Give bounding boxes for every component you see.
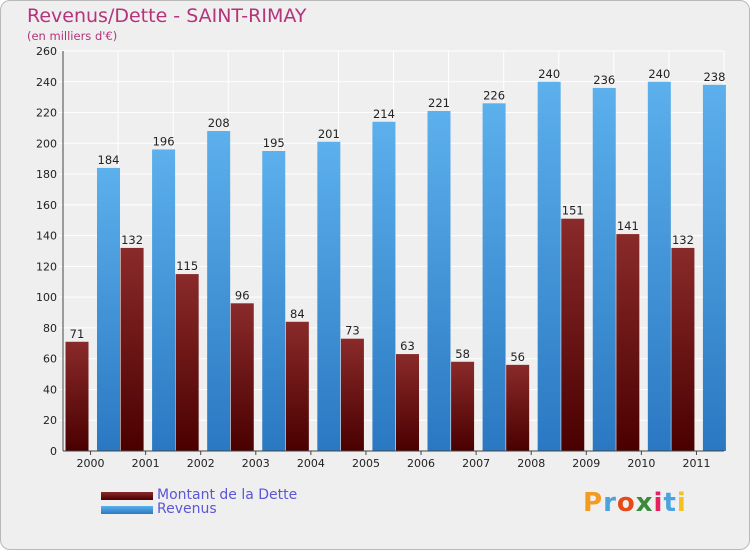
y-tick-label: 180 [36, 168, 57, 181]
data-label-debt: 84 [290, 307, 305, 321]
data-label-revenue: 201 [318, 127, 340, 141]
bar-debt [230, 303, 254, 451]
bar-debt [175, 274, 199, 451]
bar-debt [340, 338, 364, 451]
y-tick-label: 60 [43, 353, 57, 366]
data-label-revenue: 195 [263, 136, 285, 150]
bar-debt [671, 247, 695, 451]
logo-letter: t [663, 488, 677, 518]
data-label-debt: 151 [562, 204, 584, 218]
bar-revenue [97, 167, 120, 451]
data-label-debt: 73 [345, 324, 360, 338]
bar-debt [120, 247, 144, 451]
y-tick-label: 260 [36, 45, 57, 58]
y-tick-label: 140 [36, 230, 57, 243]
data-label-revenue: 184 [98, 153, 120, 167]
x-tick-label: 2002 [187, 457, 215, 470]
bar-revenue [152, 149, 176, 451]
bar-revenue [592, 87, 616, 451]
x-tick-label: 2011 [682, 457, 710, 470]
logo-letter: i [676, 488, 687, 518]
data-label-revenue: 240 [538, 67, 560, 81]
x-tick-label: 2005 [352, 457, 380, 470]
data-label-debt: 141 [617, 219, 639, 233]
logo-letter: x [635, 488, 654, 518]
bar-revenue [702, 84, 726, 451]
y-tick-label: 20 [43, 414, 57, 427]
bar-debt [396, 354, 419, 451]
x-tick-label: 2010 [627, 457, 655, 470]
x-tick-label: 2001 [132, 457, 160, 470]
data-label-debt: 71 [70, 327, 85, 341]
data-label-revenue: 196 [153, 134, 175, 148]
chart-title: Revenus/Dette - SAINT-RIMAY [27, 5, 307, 27]
bar-debt [285, 321, 309, 451]
data-label-debt: 132 [121, 233, 143, 247]
y-tick-label: 80 [43, 322, 57, 335]
legend-label-revenue: Revenus [157, 501, 217, 517]
y-tick-label: 240 [36, 76, 57, 89]
x-tick-label: 2006 [407, 457, 435, 470]
y-tick-label: 100 [36, 291, 57, 304]
data-label-debt: 58 [455, 347, 470, 361]
proxiti-logo: Proxiti [583, 488, 687, 518]
bar-debt [616, 234, 640, 451]
logo-letter: P [583, 488, 604, 518]
logo-letter: r [603, 488, 617, 518]
bar-debt [506, 364, 530, 451]
data-label-revenue: 238 [703, 70, 725, 84]
x-tick-label: 2004 [297, 457, 325, 470]
x-tick-label: 2008 [517, 457, 545, 470]
data-label-revenue: 208 [208, 116, 230, 130]
data-label-revenue: 236 [593, 73, 615, 87]
x-tick-label: 2003 [242, 457, 270, 470]
logo-letter: i [653, 488, 664, 518]
bar-revenue [372, 121, 396, 452]
bar-revenue [537, 81, 561, 452]
y-tick-label: 200 [36, 137, 57, 150]
y-tick-label: 40 [43, 383, 57, 396]
x-tick-label: 2009 [572, 457, 600, 470]
bar-debt [65, 341, 89, 451]
data-label-revenue: 214 [373, 107, 395, 121]
bar-debt [451, 361, 475, 451]
data-label-debt: 115 [176, 259, 198, 273]
logo-letter: o [616, 488, 636, 518]
bar-revenue [207, 131, 231, 451]
x-tick-label: 2000 [77, 457, 105, 470]
data-label-debt: 63 [400, 339, 415, 353]
bar-revenue [317, 141, 341, 451]
legend-swatch-debt [101, 492, 153, 500]
bar-revenue [647, 81, 671, 452]
data-label-revenue: 221 [428, 96, 450, 110]
chart-subtitle: (en milliers d'€) [27, 29, 118, 43]
data-label-debt: 132 [672, 233, 694, 247]
bar-debt [561, 218, 585, 451]
y-tick-label: 120 [36, 260, 57, 273]
y-tick-label: 160 [36, 199, 57, 212]
legend-swatch-revenue [101, 506, 153, 514]
y-tick-label: 0 [50, 445, 57, 458]
legend-label-debt: Montant de la Dette [157, 487, 298, 503]
bar-revenue [482, 103, 506, 452]
data-label-revenue: 240 [648, 67, 670, 81]
data-label-revenue: 226 [483, 88, 505, 102]
data-label-debt: 96 [235, 288, 250, 302]
y-tick-label: 220 [36, 107, 57, 120]
x-tick-label: 2007 [462, 457, 490, 470]
data-label-debt: 56 [510, 350, 525, 364]
bar-revenue [427, 111, 451, 451]
bar-revenue [262, 151, 286, 451]
